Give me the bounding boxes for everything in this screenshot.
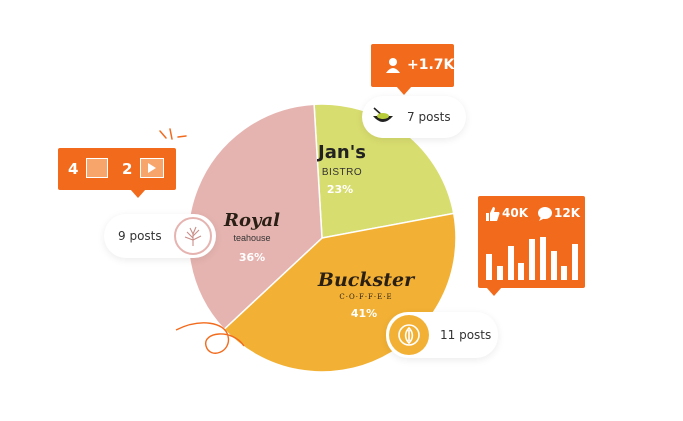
slice-percent-jans: 23% — [327, 183, 353, 196]
slice-sublabel-royal: teahouse — [233, 233, 270, 243]
engagement-box: 40K 12K — [478, 196, 585, 296]
play-icon — [140, 158, 164, 178]
engagement-bar — [539, 237, 546, 280]
speech-bubble-icon — [538, 206, 552, 225]
posts-count-royal: 9 posts — [118, 229, 162, 243]
slice-percent-royal: 36% — [239, 251, 265, 264]
slice-sublabel-jans: BISTRO — [322, 167, 362, 178]
slice-sublabel-buckster: C·O·F·F·E·E — [339, 293, 392, 301]
likes-count: 40K — [502, 206, 528, 220]
comments-count: 12K — [554, 206, 580, 220]
engagement-bar — [486, 254, 492, 280]
followers-box: +1.7K — [371, 44, 455, 95]
posts-count-jans: 7 posts — [407, 110, 451, 124]
slice-label-buckster: Buckster — [317, 269, 416, 291]
posts-bubble-royal: 9 posts — [104, 214, 216, 258]
engagement-bar — [507, 246, 514, 280]
posts-bubble-buckster: 11 posts — [386, 312, 498, 358]
tree-icon — [174, 217, 212, 255]
image-count: 4 — [68, 160, 79, 178]
posts-bubble-jans: 7 posts — [362, 96, 466, 138]
decorative-squiggle — [175, 322, 245, 354]
engagement-bar — [518, 263, 525, 280]
followers-count: +1.7K — [407, 57, 455, 73]
video-count: 2 — [122, 160, 133, 178]
posts-count-buckster: 11 posts — [440, 328, 492, 342]
latte-icon — [389, 315, 429, 355]
person-icon — [385, 57, 401, 77]
thumbs-up-icon — [486, 206, 500, 225]
slice-label-jans: Jan's — [316, 142, 366, 163]
slice-label-royal: Royal — [223, 210, 280, 231]
bowl-icon — [366, 100, 400, 134]
engagement-bar — [550, 251, 557, 280]
media-box: 4 2 — [58, 148, 176, 198]
decorative-sparks — [159, 128, 187, 140]
engagement-bar — [572, 244, 578, 280]
slice-percent-buckster: 41% — [351, 307, 377, 320]
engagement-bar — [529, 239, 535, 280]
pie-slice-royal — [187, 103, 323, 331]
engagement-bar — [561, 266, 568, 280]
engagement-bars — [486, 232, 578, 280]
image-icon — [86, 158, 108, 178]
engagement-bar — [496, 266, 503, 280]
